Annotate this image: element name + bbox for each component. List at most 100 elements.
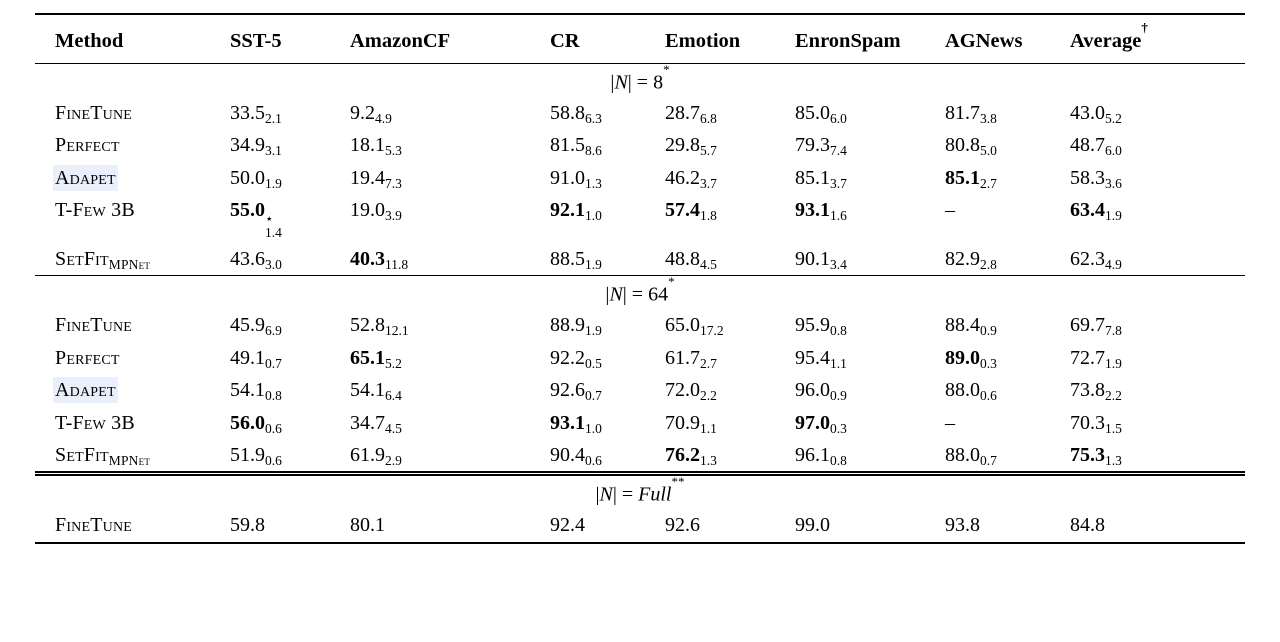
metric-cell: 51.90.6	[230, 444, 282, 469]
metric-cell: 33.52.1	[230, 101, 282, 126]
metric-cell: 54.10.8	[230, 379, 282, 404]
metric-cell: 80.85.0	[945, 134, 997, 159]
column-header-cr: CR	[550, 14, 665, 64]
method-name: Perfect	[55, 134, 120, 157]
metric-cell: 81.58.6	[550, 134, 602, 159]
column-header-emotion: Emotion	[665, 14, 795, 64]
metric-cell: 19.47.3	[350, 166, 402, 191]
metric-cell: 49.10.7	[230, 346, 282, 371]
metric-cell: 61.92.9	[350, 444, 402, 469]
metric-cell: 85.06.0	[795, 101, 847, 126]
column-header-sst5: SST-5	[230, 14, 350, 64]
metric-cell: 46.23.7	[665, 166, 717, 191]
column-header-amazoncf: AmazonCF	[350, 14, 550, 64]
method-name: FineTune	[55, 101, 133, 124]
method-name: FineTune	[55, 514, 133, 537]
metric-cell: 69.77.8	[1070, 314, 1122, 339]
metric-cell: 65.15.2	[350, 346, 402, 371]
metric-cell: 54.16.4	[350, 379, 402, 404]
metric-cell: 58.86.3	[550, 101, 602, 126]
method-name-cell: FineTune	[35, 97, 230, 129]
metric-cell: 89.00.3	[945, 346, 997, 371]
metric-cell: 88.51.9	[550, 248, 602, 273]
metric-cell: 79.37.4	[795, 134, 847, 159]
method-subscript: MPNet	[108, 453, 151, 469]
metric-cell: 63.41.9	[1070, 199, 1122, 224]
metric-cell: 65.017.2	[665, 314, 724, 339]
table-row: T-Few 3B 56.00.6 34.74.5 93.11.0 70.91.1 97.0…	[35, 407, 1245, 439]
metric-cell: 75.31.3	[1070, 444, 1122, 469]
metric-cell: 88.00.6	[945, 379, 997, 404]
metric-cell: 70.31.5	[1070, 411, 1122, 436]
method-name: FineTune	[55, 314, 133, 337]
metric-cell: 19.03.9	[350, 199, 402, 224]
metric-cell: 90.13.4	[795, 248, 847, 273]
metric-cell: 61.72.7	[665, 346, 717, 371]
metric-cell: 57.41.8	[665, 199, 717, 224]
metric-cell: 92.6	[665, 514, 700, 537]
metric-cell: 45.96.9	[230, 314, 282, 339]
table-row: SetFitMPNet 43.63.0 40.311.8 88.51.9 48.84.5…	[35, 243, 1245, 276]
method-name-cell: Adapet	[35, 374, 230, 406]
method-name-cell: T-Few 3B	[35, 194, 230, 243]
table-row: FineTune 59.8 80.1 92.4 92.6 99.0 93.8 84.8	[35, 509, 1245, 542]
method-name: SetFit	[55, 444, 109, 467]
section-header-row: |N| = Full**	[35, 471, 1245, 510]
column-header-agnews: AGNews	[945, 14, 1070, 64]
method-name: T-Few 3B	[55, 411, 135, 434]
metric-cell: 56.00.6	[230, 411, 282, 436]
method-name: Adapet	[55, 166, 116, 189]
metric-cell: 50.01.9	[230, 166, 282, 191]
column-header-average: Average†	[1070, 14, 1245, 64]
metric-cell: 72.02.2	[665, 379, 717, 404]
metric-cell: 95.90.8	[795, 314, 847, 339]
metric-cell: 88.91.9	[550, 314, 602, 339]
metric-cell: 72.71.9	[1070, 346, 1122, 371]
metric-cell: 92.11.0	[550, 199, 602, 224]
metric-cell: 34.93.1	[230, 134, 282, 159]
method-name: Perfect	[55, 346, 120, 369]
table-row: Adapet 54.10.8 54.16.4 92.60.7 72.02.2 96.00.…	[35, 374, 1245, 406]
section-header-row: |N| = 8*	[35, 61, 1245, 97]
results-table: Method SST-5 AmazonCF CR Emotion EnronSp…	[35, 13, 1245, 544]
metric-cell: 48.84.5	[665, 248, 717, 273]
method-name-cell: Adapet	[35, 162, 230, 194]
metric-cell: 93.11.6	[795, 199, 847, 224]
metric-cell: 91.01.3	[550, 166, 602, 191]
table-row: FineTune 33.52.1 9.24.9 58.86.3 28.76.8 85.06…	[35, 97, 1245, 129]
metric-cell: 76.21.3	[665, 444, 717, 469]
method-name-cell: Perfect	[35, 342, 230, 374]
metric-cell: 88.40.9	[945, 314, 997, 339]
metric-cell: 92.20.5	[550, 346, 602, 371]
table-body: |N| = 8* FineTune 33.52.1 9.24.9 58.86.3 28.7…	[35, 61, 1245, 543]
method-name: T-Few 3B	[55, 199, 135, 222]
metric-cell: 18.15.3	[350, 134, 402, 159]
metric-cell: 43.63.0	[230, 248, 282, 273]
method-name-cell: FineTune	[35, 309, 230, 341]
metric-cell: 92.4	[550, 514, 585, 537]
metric-cell: 48.76.0	[1070, 134, 1122, 159]
metric-cell: 96.00.9	[795, 379, 847, 404]
metric-cell: 96.10.8	[795, 444, 847, 469]
metric-cell: 80.1	[350, 514, 385, 537]
table-row: Adapet 50.01.9 19.47.3 91.01.3 46.23.7 85.13.…	[35, 162, 1245, 194]
metric-cell: 92.60.7	[550, 379, 602, 404]
paper-results-figure: Method SST-5 AmazonCF CR Emotion EnronSp…	[35, 13, 1245, 544]
method-name-cell: T-Few 3B	[35, 407, 230, 439]
table-row: Perfect 49.10.7 65.15.2 92.20.5 61.72.7 95.41…	[35, 342, 1245, 374]
table-row: T-Few 3B 55.0 ⋆ 1.4 19.03.9 92.11.0 57.41.8 93.…	[35, 194, 1245, 243]
section-header-label: |N| = 8*	[610, 61, 670, 94]
column-header-enronspam: EnronSpam	[795, 14, 945, 64]
method-name-cell: Perfect	[35, 129, 230, 161]
metric-cell: 84.8	[1070, 514, 1105, 537]
metric-cell: –	[945, 199, 955, 222]
metric-cell: 85.12.7	[945, 166, 997, 191]
metric-cell: 28.76.8	[665, 101, 717, 126]
section-header-row: |N| = 64*	[35, 275, 1245, 310]
method-name-cell: SetFitMPNet	[35, 243, 230, 276]
table-header-row: Method SST-5 AmazonCF CR Emotion EnronSp…	[35, 14, 1245, 64]
metric-cell: 85.13.7	[795, 166, 847, 191]
method-subscript: MPNet	[108, 257, 151, 273]
method-name-cell: SetFitMPNet	[35, 439, 230, 474]
metric-cell: 82.92.8	[945, 248, 997, 273]
